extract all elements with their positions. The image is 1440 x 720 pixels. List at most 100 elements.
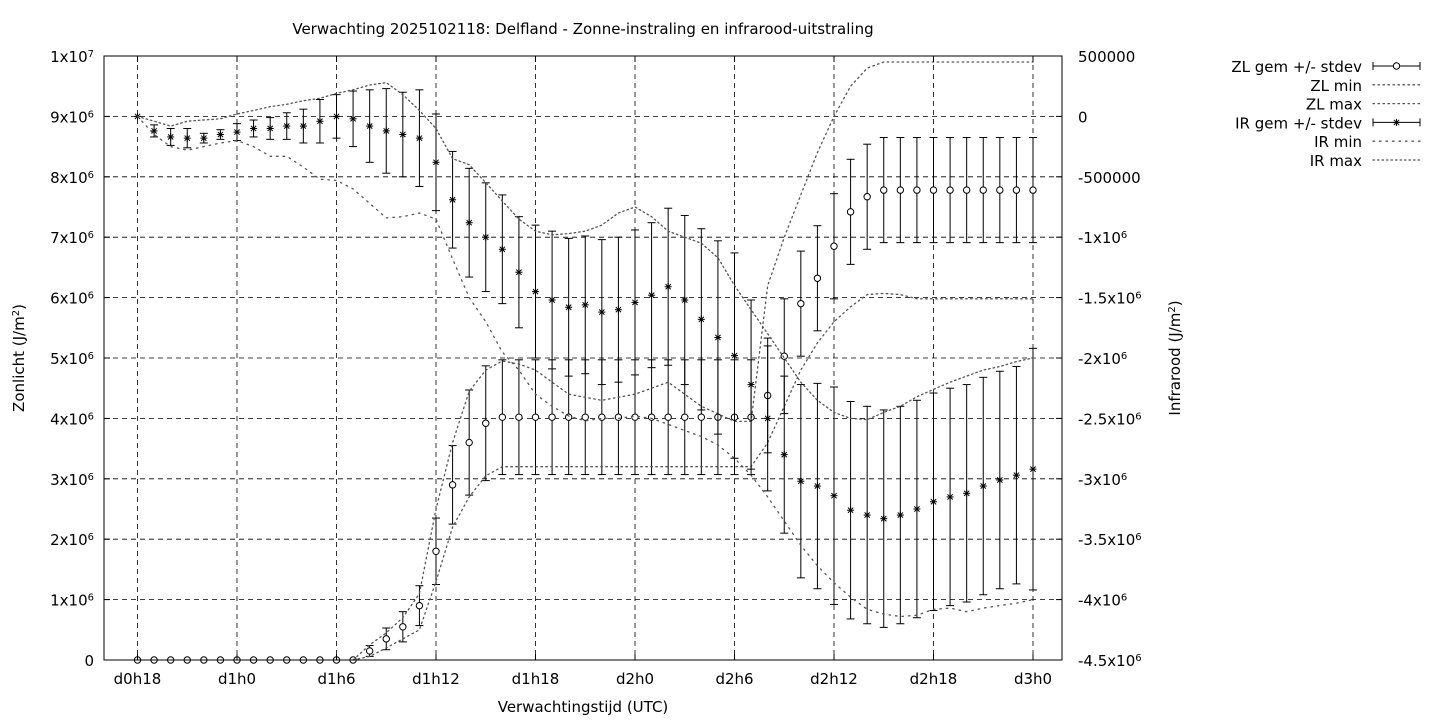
y2-tick-label-base: -4x10 [1078,592,1121,610]
data-point-ir-gem-stdev [581,301,589,309]
star-stroke [466,219,473,226]
data-point-ir-gem-stdev [233,128,241,136]
star-stroke [996,477,1003,483]
y2-tick-label-base: -1.5x10 [1078,290,1135,308]
data-point-ir-gem-stdev [565,303,573,311]
data-point-ir-gem-stdev [979,482,987,490]
data-point-zl-gem-stdev [564,413,573,421]
star-stroke [1030,466,1036,473]
x-tick-label: d1h6 [317,670,355,688]
star-stroke [416,135,423,142]
data-point-zl-gem-stdev [846,208,855,216]
data-point-zl-gem-stdev [896,186,905,194]
data-point-zl-gem-stdev [797,299,805,308]
star-stroke [449,196,456,203]
y2-tick-label-exp: 6 [1135,653,1141,664]
data-point-ir-gem-stdev [963,489,971,497]
data-point-ir-gem-stdev [813,482,821,490]
star-stroke [1013,472,1020,479]
y2-tick-label-exp: 6 [1121,230,1127,241]
star-stroke [482,234,489,241]
data-point-ir-gem-stdev [731,352,738,360]
y-tick-label: 9x106 [50,108,94,126]
star-stroke [698,316,705,323]
x-tick-label: d2h0 [616,670,654,688]
axis-layer: d0h18 d1h0 d1h6 d1h12 d1h18 d2h0 d2h6 d2h12 d2h1… [50,48,1142,688]
star-stroke [648,292,655,299]
data-point-ir-gem-stdev [482,233,490,241]
series-ir-max-line [136,81,1034,421]
data-point-zl-gem-stdev [979,186,987,194]
data-point-ir-gem-stdev [316,117,324,125]
series-zl-max-line [352,61,1034,661]
y2-tick-label-base: 500000 [1078,48,1135,66]
star-stroke [217,131,224,138]
data-point-ir-gem-stdev [863,511,871,519]
y-tick-label-exp: 6 [88,351,94,362]
star-stroke [333,113,340,120]
data-point-zl-gem-stdev [1012,186,1021,194]
y2-tick-label-exp: 6 [1121,471,1127,482]
y-tick-label-exp: 6 [88,592,94,603]
star-stroke [797,478,804,485]
y-axis-label-text: Zonlicht (J/m [10,316,28,412]
star-stroke [930,498,937,505]
y2-tick-label-base: 0 [1078,108,1088,126]
data-point-zl-gem-stdev [598,413,606,421]
star-stroke [283,123,290,130]
star-stroke [151,127,158,134]
star-stroke [897,512,904,518]
data-point-ir-gem-stdev [1012,471,1020,479]
x-tick-label: d1h12 [412,670,460,688]
legend-label-zl-min: ZL min [1310,77,1362,95]
star-stroke [714,334,721,341]
star-stroke [598,309,605,316]
data-point-ir-gem-stdev [996,476,1004,484]
data-point-zl-gem-stdev [482,419,490,427]
data-point-ir-gem-stdev [913,505,921,513]
data-point-zl-gem-stdev [498,413,507,421]
y2-tick-label-base: -4.5x10 [1078,652,1135,670]
y-tick-label: 4x106 [50,410,94,428]
data-point-zl-gem-stdev [581,413,589,421]
y-axis-label-close: ) [10,304,28,310]
star-stroke [632,299,638,306]
y2-tick-label: -2.5x106 [1078,410,1142,428]
data-point-ir-gem-stdev [266,124,274,132]
y2-tick-label: 0 [1078,108,1088,126]
data-point-zl-gem-stdev [465,438,473,447]
y-tick-label-base: 5x10 [50,350,88,368]
data-point-ir-gem-stdev [515,268,523,276]
data-point-ir-gem-stdev [465,219,473,227]
data-point-zl-gem-stdev [962,186,971,194]
y-tick-label: 3x106 [50,471,94,489]
data-point-ir-gem-stdev [548,296,556,304]
star-stroke [167,133,174,140]
legend-marker-star [1393,118,1400,126]
data-point-ir-gem-stdev [880,515,888,523]
data-point-zl-gem-stdev [780,352,788,360]
y-tick-label-base: 0 [84,652,94,670]
data-point-ir-gem-stdev [648,291,656,299]
data-point-zl-gem-stdev [996,186,1004,194]
data-point-ir-gem-stdev [216,131,224,139]
data-point-ir-gem-stdev [847,506,855,514]
y2-axis-label-close: ) [1166,300,1184,306]
data-point-ir-gem-stdev [415,134,423,142]
data-point-zl-gem-stdev [448,481,457,489]
data-point-ir-gem-stdev [167,133,175,141]
star-stroke [366,123,373,130]
star-stroke [532,288,539,295]
y-tick-label: 5x106 [50,350,94,368]
y2-tick-label: -2x106 [1078,350,1127,368]
data-point-ir-gem-stdev [930,498,937,506]
y2-axis-label-text: Infrarood (J/m [1166,313,1184,416]
x-tick-label: d1h18 [512,670,560,688]
y2-tick-label-base: -2x10 [1078,350,1121,368]
data-point-zl-gem-stdev [664,413,672,421]
star-stroke [1393,119,1400,126]
star-stroke [880,515,887,522]
data-point-ir-gem-stdev [780,451,788,459]
legend-label-ir-min: IR min [1314,133,1362,151]
y-tick-label: 1x106 [50,592,94,610]
